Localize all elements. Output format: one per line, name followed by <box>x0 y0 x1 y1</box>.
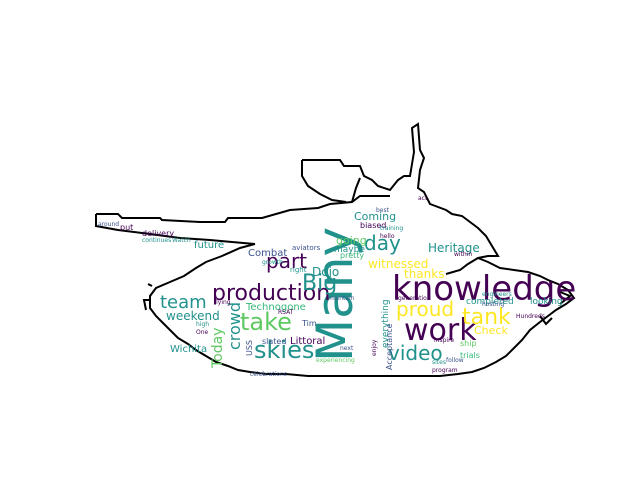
cloud-word-enjoy: enjoy <box>371 339 378 356</box>
cloud-word-hello: hello <box>380 233 395 240</box>
cloud-word-engineers: engineers <box>482 291 512 298</box>
cloud-word-high: high <box>196 321 209 328</box>
cloud-word-hundreds: Hundreds <box>516 313 545 320</box>
cloud-word-looking: looking <box>530 297 563 307</box>
cloud-word-hosting: hosting <box>482 301 504 308</box>
cloud-word-rsat: RSAT <box>278 309 294 316</box>
cloud-word-delivery: delivery <box>142 229 174 238</box>
cloud-word-check: Check <box>474 324 508 337</box>
cloud-word-slated: slated <box>262 337 286 346</box>
cloud-word-put: put <box>120 223 133 232</box>
cloud-word-today: Today <box>210 328 226 370</box>
cloud-word-weekend: weekend <box>166 309 220 323</box>
cloud-word-best: best <box>376 207 390 214</box>
cloud-word-coming: Coming <box>354 210 396 223</box>
cloud-word-many: Many <box>306 227 364 362</box>
cloud-word-watch: Watch <box>172 237 191 244</box>
cloud-word-heritage: Heritage <box>428 241 480 255</box>
cloud-word-technogone: Technogone <box>245 302 306 313</box>
cloud-word-inspire: inspire <box>434 337 454 344</box>
cloud-word-big: Big <box>302 271 337 296</box>
cloud-word-sites: sites <box>432 359 446 366</box>
cloud-word-dojo: Dojo <box>312 265 339 279</box>
cloud-word-witnessed: witnessed <box>368 257 428 271</box>
turret-outline <box>302 122 500 275</box>
cloud-word-video: video <box>388 341 443 365</box>
cloud-word-production: production <box>212 281 330 306</box>
cloud-word-going: going <box>336 234 367 247</box>
cloud-word-maintain: maintain <box>328 295 355 302</box>
cloud-word-thanks: thanks <box>404 267 444 281</box>
cloud-word-maybe: maybe <box>334 245 365 255</box>
cloud-word-combat: Combat <box>248 248 287 259</box>
cloud-word-biased: biased <box>360 221 386 230</box>
cloud-word-take: take <box>240 308 292 336</box>
cloud-word-experiencing: experiencing <box>316 357 355 364</box>
cloud-word-aviators: aviators <box>292 244 321 252</box>
cloud-word-part: part <box>266 249 307 273</box>
cloud-word-ship: ship <box>460 339 477 348</box>
cloud-word-future: future <box>194 240 224 251</box>
track-detail-outline <box>142 283 572 326</box>
cloud-word-acceptance: Acceptance <box>385 323 394 370</box>
hull-outline <box>149 243 576 377</box>
cloud-word-tim: Tim <box>301 319 317 328</box>
cloud-word-within: within <box>454 251 472 258</box>
tank-silhouette-outline <box>95 122 576 377</box>
cloud-word-completed: completed <box>466 297 514 307</box>
cloud-word-uss: USS <box>245 340 254 356</box>
cloud-word-knowledge: knowledge <box>392 269 576 309</box>
cloud-word-work: work <box>404 313 477 348</box>
cloud-word-celebrations: celebrations <box>250 371 287 378</box>
cloud-word-trials: trials <box>460 351 480 360</box>
cloud-word-right: right <box>290 266 307 274</box>
cloud-word-one: One <box>196 329 209 336</box>
cloud-word-littoral: Littoral <box>290 336 325 347</box>
cloud-word-day: day <box>364 231 401 255</box>
cloud-word-skies: skies <box>254 336 314 364</box>
cloud-word-everything: everything <box>381 299 391 348</box>
cloud-word-growth: growth <box>262 259 283 266</box>
cloud-word-follow: follow <box>446 357 464 364</box>
cloud-word-next: next <box>340 345 354 352</box>
cloud-word-proud: proud <box>396 297 454 321</box>
cloud-word-crowd: crowd <box>225 302 244 350</box>
turret-roof-outline <box>301 160 361 203</box>
cloud-word-generation: generation <box>398 295 431 302</box>
cloud-word-wichita: Wichita <box>170 344 207 355</box>
cloud-word-program: program <box>432 367 458 374</box>
cloud-word-training: training <box>380 225 403 232</box>
cloud-word-team: team <box>160 292 207 313</box>
cloud-word-act: act <box>418 195 428 202</box>
cloud-word-around: around <box>98 221 119 228</box>
cloud-word-tank: tank <box>462 305 511 330</box>
cloud-word-flying: flying <box>214 299 231 306</box>
cloud-word-pretty: pretty <box>340 251 364 260</box>
cloud-word-continues: continues <box>142 237 171 244</box>
